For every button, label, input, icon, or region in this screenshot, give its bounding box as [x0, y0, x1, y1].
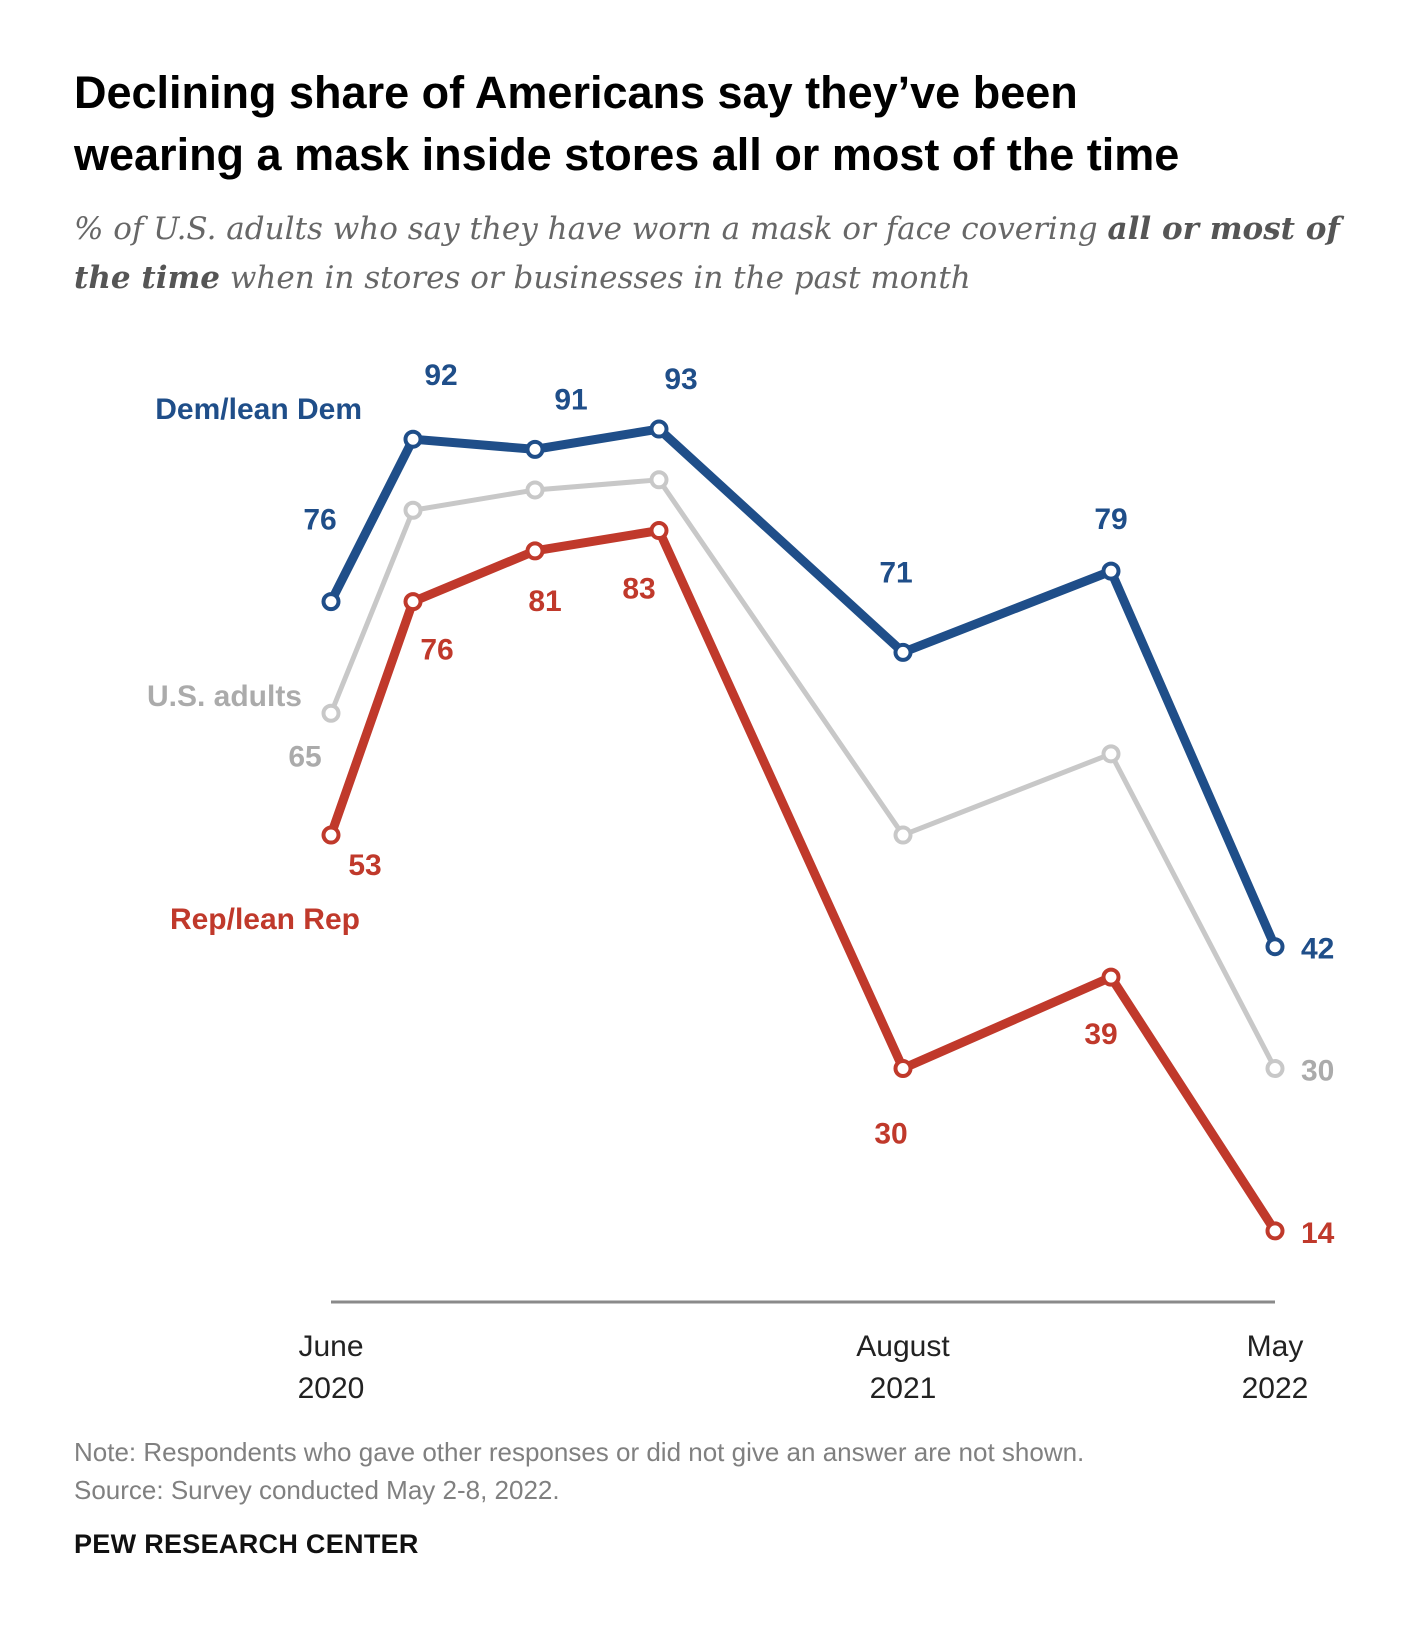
value-label-dem: 71: [879, 556, 912, 589]
data-point-rep: [403, 592, 423, 612]
x-tick-label: 2020: [298, 1372, 365, 1405]
chart-title: Declining share of Americans say they’ve…: [74, 62, 1374, 186]
data-point-dem: [525, 439, 545, 459]
x-tick-label: June: [298, 1330, 363, 1363]
subtitle-text: % of U.S. adults who say they have worn …: [74, 211, 1108, 247]
title-line-1: Declining share of Americans say they’ve…: [74, 67, 1078, 118]
note-text: Note: Respondents who gave other respons…: [74, 1437, 1085, 1467]
footnote: Note: Respondents who gave other respons…: [74, 1433, 1084, 1509]
data-point-dem: [1101, 561, 1121, 581]
data-point-rep: [649, 521, 669, 541]
data-point-dem: [321, 592, 341, 612]
data-point-rep: [1265, 1221, 1285, 1241]
data-point-adults: [525, 480, 545, 500]
series-line-adults: [328, 477, 1278, 1070]
data-point-adults: [403, 500, 423, 520]
series-line-rep: [326, 525, 1279, 1234]
value-label-dem: 93: [664, 363, 697, 396]
value-label-rep: 30: [874, 1118, 907, 1151]
data-point-adults: [893, 825, 913, 845]
data-point-rep: [321, 825, 341, 845]
value-label-rep: 39: [1084, 1018, 1117, 1051]
series-name-rep: Rep/lean Rep: [170, 903, 360, 936]
x-tick-label: 2021: [870, 1372, 937, 1405]
data-point-rep: [1101, 967, 1121, 987]
brand-logo-text: PEW RESEARCH CENTER: [74, 1529, 419, 1559]
subtitle-emphasis: all or most of the time: [74, 211, 1340, 296]
source-text: Source: Survey conducted May 2-8, 2022.: [74, 1475, 560, 1505]
value-label-adults: 30: [1301, 1055, 1334, 1088]
series-name-dem: Dem/lean Dem: [155, 393, 362, 426]
value-label-adults: 65: [288, 740, 321, 773]
value-label-dem: 76: [303, 504, 336, 537]
value-label-rep: 14: [1301, 1217, 1335, 1250]
value-label-dem: 92: [424, 359, 457, 392]
title-line-2: wearing a mask inside stores all or most…: [74, 129, 1180, 180]
data-point-rep: [893, 1059, 913, 1078]
data-point-adults: [649, 470, 669, 490]
data-point-dem: [649, 419, 669, 439]
data-point-dem: [1265, 937, 1285, 957]
data-point-dem: [893, 642, 913, 662]
data-point-dem: [403, 429, 423, 449]
x-tick-label: 2022: [1242, 1372, 1309, 1405]
value-label-rep: 83: [622, 573, 655, 606]
series-name-adults: U.S. adults: [147, 680, 302, 713]
value-label-rep: 53: [348, 849, 381, 882]
value-label-dem: 42: [1301, 933, 1334, 966]
data-point-rep: [525, 541, 545, 561]
x-tick-label: May: [1247, 1330, 1304, 1363]
x-tick-label: August: [856, 1330, 950, 1363]
data-point-adults: [321, 703, 341, 723]
data-point-adults: [1101, 744, 1121, 764]
value-label-dem: 79: [1094, 503, 1127, 536]
value-label-rep: 81: [528, 585, 561, 618]
subtitle-text-end: when in stores or businesses in the past…: [220, 260, 971, 296]
data-point-adults: [1265, 1059, 1285, 1078]
value-label-dem: 91: [554, 383, 587, 416]
value-label-rep: 76: [420, 634, 453, 667]
chart-subtitle: % of U.S. adults who say they have worn …: [74, 205, 1374, 303]
